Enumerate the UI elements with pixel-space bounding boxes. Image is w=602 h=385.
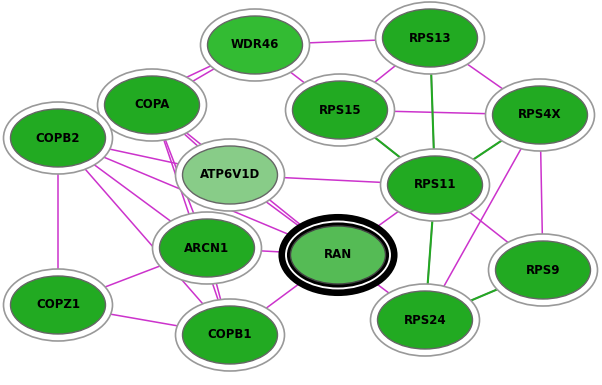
Ellipse shape <box>152 212 261 284</box>
Ellipse shape <box>370 284 480 356</box>
Ellipse shape <box>182 306 278 364</box>
Ellipse shape <box>176 299 285 371</box>
Ellipse shape <box>291 226 385 284</box>
Ellipse shape <box>284 219 392 291</box>
Ellipse shape <box>288 224 388 286</box>
Ellipse shape <box>176 139 285 211</box>
Ellipse shape <box>160 219 255 277</box>
Ellipse shape <box>380 149 489 221</box>
Text: RPS9: RPS9 <box>526 263 560 276</box>
Ellipse shape <box>293 81 388 139</box>
Ellipse shape <box>208 16 302 74</box>
Ellipse shape <box>10 109 105 167</box>
Text: RPS15: RPS15 <box>318 104 361 117</box>
Ellipse shape <box>279 215 397 295</box>
Ellipse shape <box>4 269 113 341</box>
Ellipse shape <box>10 276 105 334</box>
Ellipse shape <box>200 9 309 81</box>
Ellipse shape <box>485 79 595 151</box>
Text: COPB1: COPB1 <box>208 328 252 341</box>
Ellipse shape <box>495 241 591 299</box>
Ellipse shape <box>377 291 473 349</box>
Text: RPS24: RPS24 <box>404 313 446 326</box>
Text: RAN: RAN <box>324 248 352 261</box>
Ellipse shape <box>388 156 482 214</box>
Ellipse shape <box>285 74 394 146</box>
Text: COPB2: COPB2 <box>36 132 80 144</box>
Ellipse shape <box>382 9 477 67</box>
Text: RPS13: RPS13 <box>409 32 452 45</box>
Text: ATP6V1D: ATP6V1D <box>200 169 260 181</box>
Text: ARCN1: ARCN1 <box>184 241 229 254</box>
Text: WDR46: WDR46 <box>231 38 279 52</box>
Ellipse shape <box>98 69 206 141</box>
Text: RPS4X: RPS4X <box>518 109 562 122</box>
Text: COPA: COPA <box>134 99 170 112</box>
Text: COPZ1: COPZ1 <box>36 298 80 311</box>
Text: RPS11: RPS11 <box>414 179 456 191</box>
Ellipse shape <box>488 234 598 306</box>
Ellipse shape <box>492 86 588 144</box>
Ellipse shape <box>182 146 278 204</box>
Ellipse shape <box>105 76 199 134</box>
Ellipse shape <box>4 102 113 174</box>
Ellipse shape <box>376 2 485 74</box>
